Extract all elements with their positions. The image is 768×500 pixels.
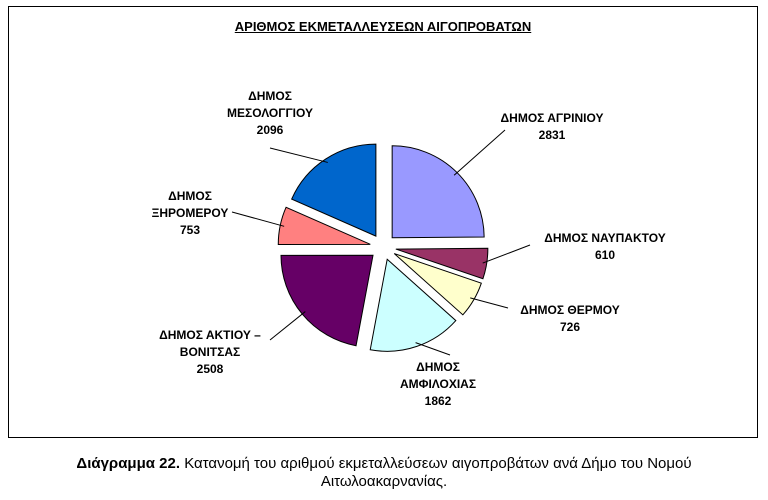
caption: Διάγραμμα 22. Κατανομή του αριθμού εκμετ… xyxy=(20,455,748,491)
leader-line xyxy=(470,297,509,309)
data-label: ΔΗΜΟΣ ΞΗΡΟΜΕΡΟΥ 753 xyxy=(145,188,235,239)
pie-slice xyxy=(393,253,482,316)
value-label: 753 xyxy=(179,223,201,237)
chart xyxy=(231,129,531,356)
value-label: 726 xyxy=(559,320,581,334)
pie-slice xyxy=(395,247,489,280)
pie-slice xyxy=(391,145,485,239)
caption-label: Διάγραμμα 22. xyxy=(76,455,181,472)
data-label: ΔΗΜΟΣ ΝΑΥΠΑΚΤΟΥ 610 xyxy=(525,230,685,264)
value-label: 2831 xyxy=(538,128,566,142)
value-label: 610 xyxy=(594,248,616,262)
value-label: 2508 xyxy=(196,362,224,376)
category-label: ΔΗΜΟΣ ΞΗΡΟΜΕΡΟΥ xyxy=(151,189,229,220)
pie-slice xyxy=(369,258,457,352)
category-label: ΔΗΜΟΣ ΜΕΣΟΛΟΓΓΙΟΥ xyxy=(227,89,313,120)
leader-line xyxy=(482,244,531,264)
category-label: ΔΗΜΟΣ ΑΓΡΙΝΙΟΥ xyxy=(500,111,604,125)
leader-line xyxy=(415,342,451,356)
value-label: 1862 xyxy=(424,394,452,408)
data-label: ΔΗΜΟΣ ΑΜΦΙΛΟΧΙΑΣ 1862 xyxy=(383,359,493,410)
category-label: ΔΗΜΟΣ ΝΑΥΠΑΚΤΟΥ xyxy=(544,231,666,245)
pie-slice xyxy=(291,143,377,237)
data-label: ΔΗΜΟΣ ΜΕΣΟΛΟΓΓΙΟΥ 2096 xyxy=(215,88,325,139)
chart-frame: ΑΡΙΘΜΟΣ ΕΚΜΕΤΑΛΛΕΥΣΕΩΝ ΑΙΓΟΠΡΟΒΑΤΩΝ xyxy=(8,6,758,438)
data-label: ΔΗΜΟΣ ΘΕΡΜΟΥ 726 xyxy=(495,302,645,336)
value-label: 2096 xyxy=(256,123,284,137)
category-label: ΔΗΜΟΣ ΑΜΦΙΛΟΧΙΑΣ xyxy=(399,360,477,391)
data-label: ΔΗΜΟΣ ΑΚΤΙΟΥ – ΒΟΝΙΤΣΑΣ 2508 xyxy=(145,327,275,378)
pie-slice xyxy=(280,254,374,347)
leader-line xyxy=(231,211,285,227)
category-label: ΔΗΜΟΣ ΘΕΡΜΟΥ xyxy=(520,303,620,317)
leader-line xyxy=(453,129,506,176)
category-label: ΔΗΜΟΣ ΑΚΤΙΟΥ – ΒΟΝΙΤΣΑΣ xyxy=(159,328,261,359)
leader-line xyxy=(269,147,328,163)
leader-line xyxy=(269,311,306,341)
data-label: ΔΗΜΟΣ ΑΓΡΙΝΙΟΥ 2831 xyxy=(477,110,627,144)
chart-title: ΑΡΙΘΜΟΣ ΕΚΜΕΤΑΛΛΕΥΣΕΩΝ ΑΙΓΟΠΡΟΒΑΤΩΝ xyxy=(234,19,532,34)
caption-text: Κατανομή του αριθμού εκμεταλλεύσεων αιγο… xyxy=(184,455,692,490)
